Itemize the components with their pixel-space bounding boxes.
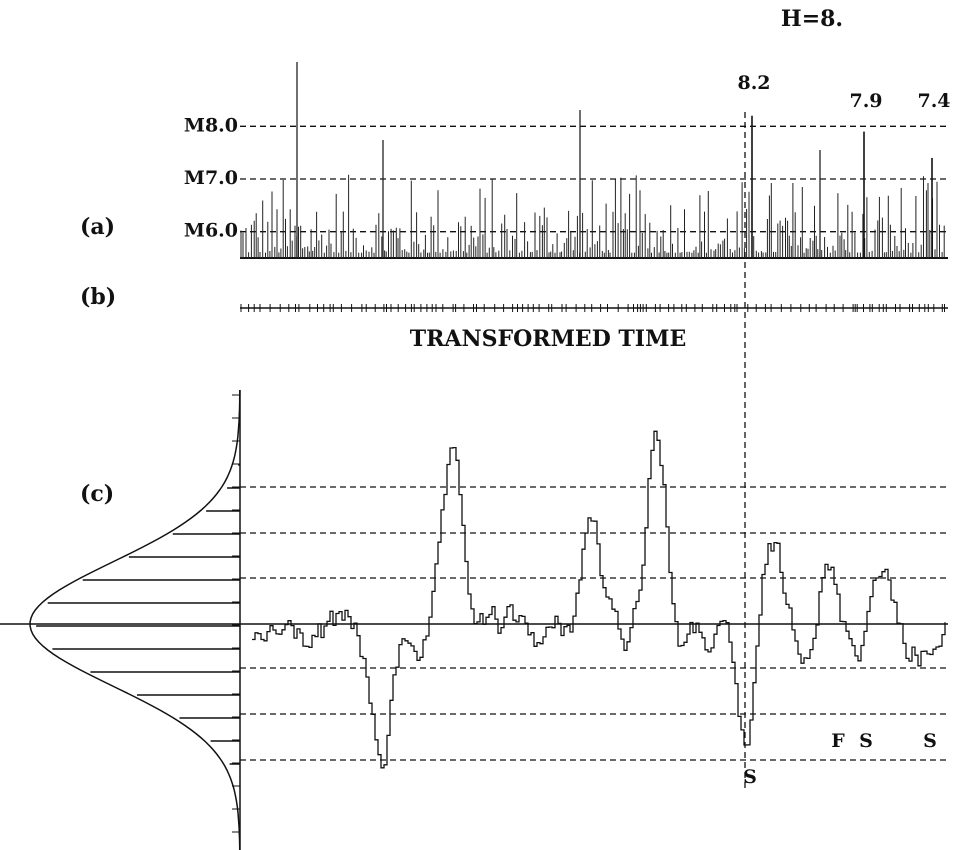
minimum-label: S <box>923 730 937 752</box>
y-tick-label: M6.0 <box>184 220 238 242</box>
panel-label: (a) <box>80 214 115 240</box>
y-tick-label: M8.0 <box>184 114 238 136</box>
panel-label: (c) <box>80 481 114 507</box>
panel-label: (b) <box>80 284 116 310</box>
minimum-label: F <box>831 730 845 752</box>
axis-label: TRANSFORMED TIME <box>410 326 686 352</box>
figure-title: H=8. <box>781 6 843 32</box>
fluctuation-trace <box>252 430 946 769</box>
y-tick-label: M7.0 <box>184 167 238 189</box>
distribution-curve <box>29 390 241 850</box>
peak-label: 7.9 <box>849 90 882 112</box>
peak-label: 7.4 <box>917 90 950 112</box>
minimum-label: S <box>859 730 873 752</box>
minimum-label: S <box>743 766 757 788</box>
peak-label: 8.2 <box>737 72 770 94</box>
